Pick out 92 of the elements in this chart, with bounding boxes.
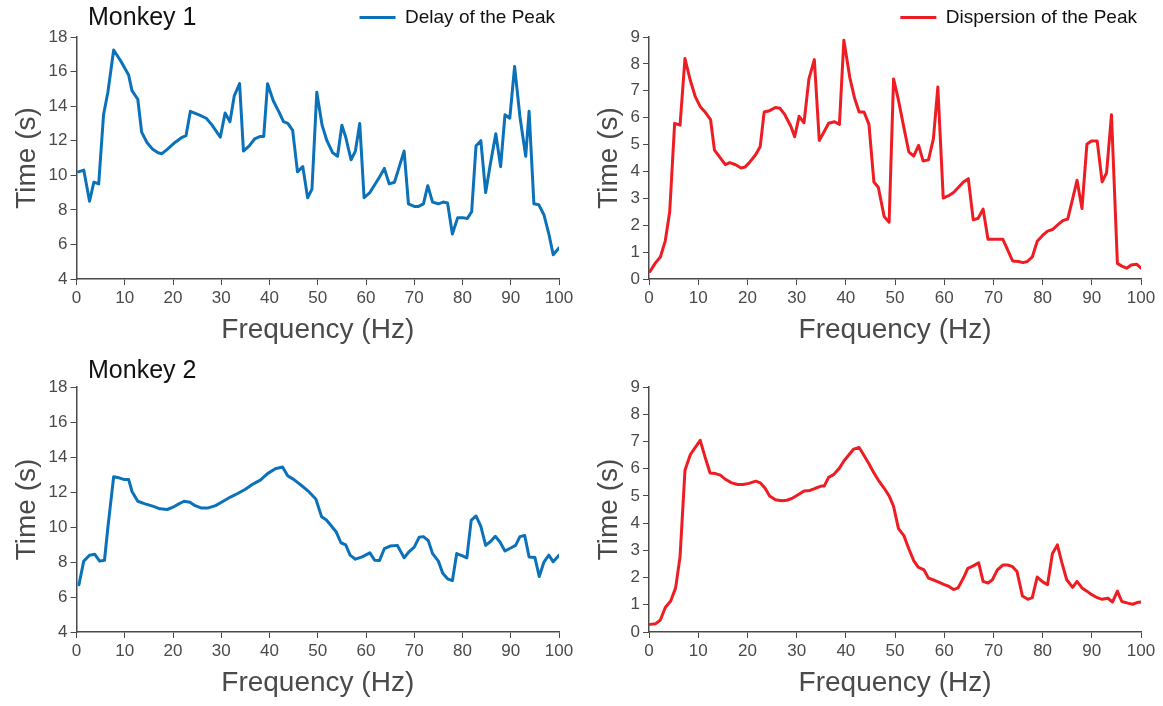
y-tick-label: 16 <box>48 61 68 81</box>
y-tick-label: 4 <box>630 161 641 181</box>
x-tick-label: 90 <box>1082 287 1102 307</box>
x-tick-label: 30 <box>787 287 807 307</box>
x-tick-label: 60 <box>356 287 376 307</box>
y-tick-label: 6 <box>58 234 68 254</box>
x-tick-label: 20 <box>163 640 183 660</box>
x-tick-label: 50 <box>308 287 328 307</box>
x-tick-label: 0 <box>71 640 82 660</box>
x-tick-label: 100 <box>544 640 574 660</box>
y-tick-label: 14 <box>48 446 68 466</box>
y-tick-label: 5 <box>630 134 641 154</box>
x-axis-title: Frequency (Hz) <box>221 665 415 697</box>
y-axis-title: Time (s) <box>9 107 41 209</box>
y-tick-label: 4 <box>630 512 641 532</box>
y-tick-label: 8 <box>630 53 641 73</box>
y-tick-label: 8 <box>58 551 68 571</box>
y-tick-label: 12 <box>48 481 68 501</box>
y-tick-label: 8 <box>630 403 641 423</box>
y-tick-label: 9 <box>630 26 641 46</box>
y-tick-label: 4 <box>58 621 68 641</box>
x-tick-label: 10 <box>115 640 135 660</box>
x-axis-title: Frequency (Hz) <box>221 312 415 344</box>
x-tick-label: 20 <box>737 640 757 660</box>
y-tick-label: 8 <box>58 199 68 219</box>
y-tick-label: 16 <box>48 411 68 431</box>
y-tick-label: 0 <box>630 621 641 641</box>
y-tick-label: 10 <box>48 164 68 184</box>
x-tick-label: 30 <box>787 640 807 660</box>
x-tick-label: 70 <box>404 640 424 660</box>
chart-title: Monkey 1 <box>88 2 197 30</box>
x-axis-title: Frequency (Hz) <box>798 312 992 344</box>
x-tick-label: 0 <box>71 287 82 307</box>
chart-title: Monkey 2 <box>88 355 197 383</box>
y-tick-label: 2 <box>630 567 641 587</box>
y-tick-label: 14 <box>48 95 68 115</box>
x-tick-label: 60 <box>356 640 376 660</box>
y-tick-label: 6 <box>630 107 641 127</box>
y-tick-label: 18 <box>48 376 68 396</box>
x-tick-label: 70 <box>404 287 424 307</box>
x-tick-label: 60 <box>934 287 954 307</box>
x-tick-label: 10 <box>115 287 135 307</box>
x-tick-label: 70 <box>983 640 1003 660</box>
x-tick-label: 40 <box>260 287 279 307</box>
x-tick-label: 70 <box>983 287 1003 307</box>
x-tick-label: 20 <box>163 287 183 307</box>
y-tick-label: 3 <box>630 540 641 560</box>
x-tick-label: 90 <box>1082 640 1102 660</box>
y-axis-title: Time (s) <box>591 107 623 209</box>
x-tick-label: 80 <box>1033 287 1053 307</box>
y-tick-label: 5 <box>630 485 641 505</box>
legend-label: Delay of the Peak <box>405 5 556 27</box>
x-axis-title: Frequency (Hz) <box>798 665 992 697</box>
y-tick-label: 7 <box>630 431 641 451</box>
x-tick-label: 100 <box>1126 640 1156 660</box>
x-tick-label: 30 <box>211 287 231 307</box>
x-tick-label: 50 <box>885 640 905 660</box>
x-tick-label: 50 <box>885 287 905 307</box>
y-tick-label: 6 <box>630 458 641 478</box>
x-tick-label: 90 <box>501 287 521 307</box>
x-tick-label: 40 <box>836 640 856 660</box>
x-tick-label: 40 <box>836 287 856 307</box>
y-tick-label: 10 <box>48 516 68 536</box>
y-axis-title: Time (s) <box>9 458 41 561</box>
x-tick-label: 20 <box>737 287 757 307</box>
x-tick-label: 50 <box>308 640 328 660</box>
y-tick-label: 2 <box>630 214 641 234</box>
y-tick-label: 0 <box>630 268 641 288</box>
x-tick-label: 40 <box>260 640 279 660</box>
x-tick-label: 0 <box>644 287 654 307</box>
x-tick-label: 100 <box>544 287 574 307</box>
x-tick-label: 0 <box>644 640 654 660</box>
x-tick-label: 10 <box>688 640 708 660</box>
y-tick-label: 4 <box>58 268 68 288</box>
y-axis-title: Time (s) <box>591 458 623 561</box>
y-tick-label: 7 <box>630 80 641 100</box>
x-tick-label: 60 <box>934 640 954 660</box>
x-tick-label: 80 <box>1033 640 1053 660</box>
y-tick-label: 3 <box>630 188 641 208</box>
y-tick-label: 1 <box>630 594 641 614</box>
y-tick-label: 12 <box>48 130 68 150</box>
x-tick-label: 80 <box>453 640 472 660</box>
y-tick-label: 6 <box>58 586 68 606</box>
x-tick-label: 90 <box>501 640 521 660</box>
y-tick-label: 18 <box>48 26 68 46</box>
x-tick-label: 100 <box>1126 287 1156 307</box>
x-tick-label: 10 <box>688 287 708 307</box>
x-tick-label: 80 <box>453 287 472 307</box>
legend-label: Dispersion of the Peak <box>945 5 1138 27</box>
x-tick-label: 30 <box>211 640 231 660</box>
y-tick-label: 9 <box>630 376 641 396</box>
y-tick-label: 1 <box>630 241 641 261</box>
